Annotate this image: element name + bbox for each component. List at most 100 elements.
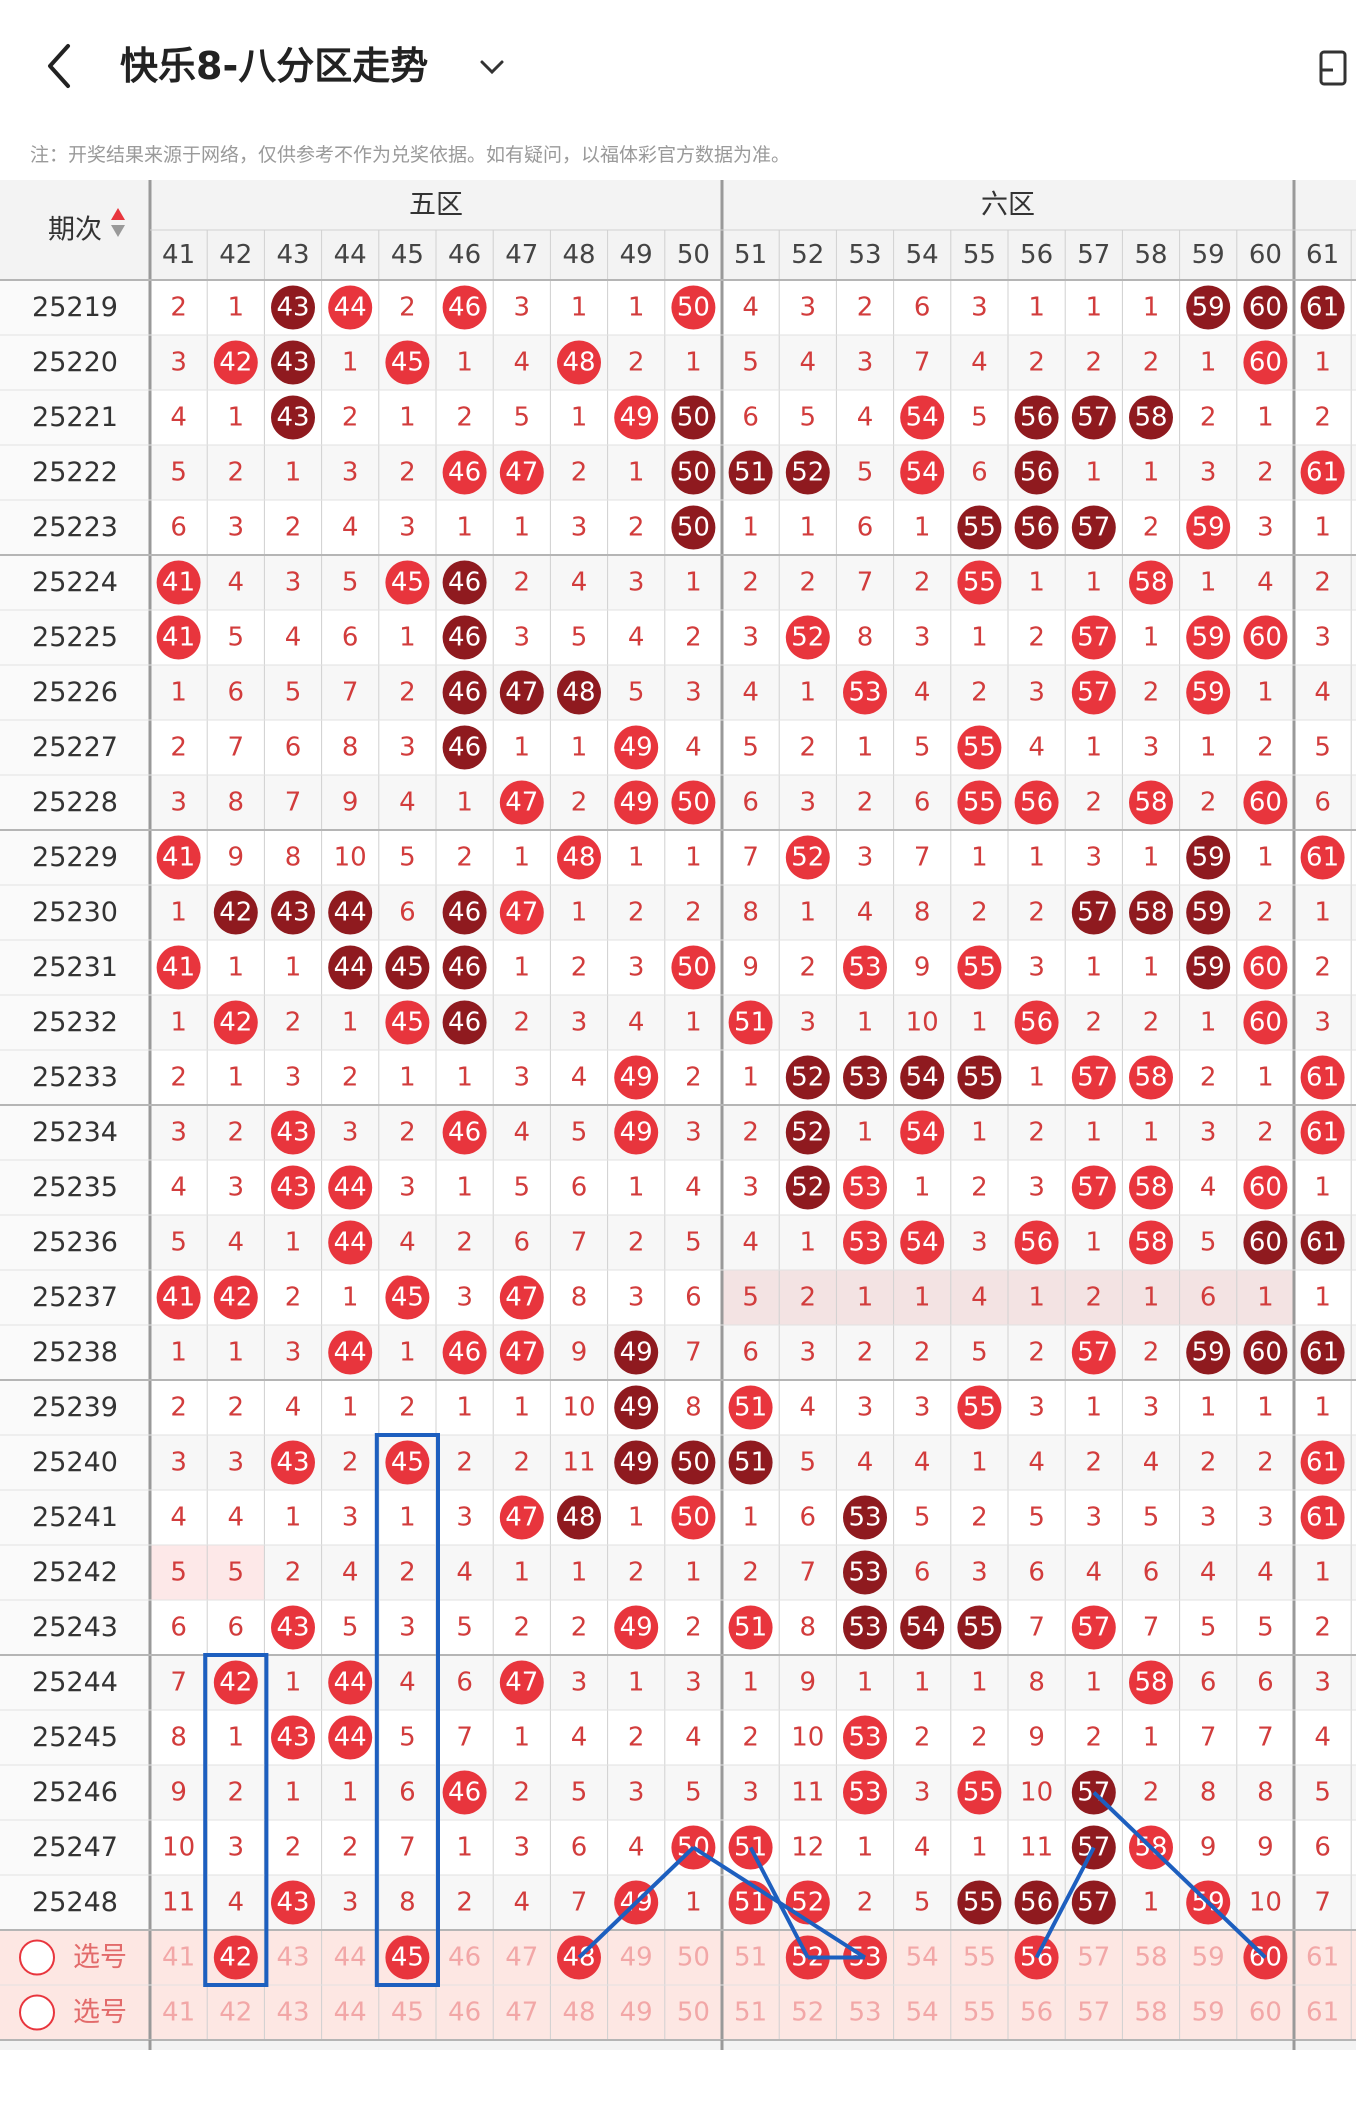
- pick-label[interactable]: 选号: [73, 1997, 127, 2028]
- pick-number[interactable]: 48: [562, 1998, 595, 2028]
- pick-number[interactable]: 50: [677, 1998, 710, 2028]
- picked-number[interactable]: 45: [391, 1943, 424, 1973]
- miss-count: 3: [342, 1503, 359, 1533]
- pick-number[interactable]: 51: [734, 1998, 767, 2028]
- picked-number[interactable]: 42: [219, 1943, 252, 1973]
- pick-number[interactable]: 43: [276, 1943, 309, 1973]
- pick-number[interactable]: 54: [906, 1998, 939, 2028]
- miss-count: 1: [742, 1668, 759, 1698]
- picked-ball[interactable]: [385, 1935, 430, 1980]
- pick-number[interactable]: 53: [848, 1998, 881, 2028]
- hit-ball: [1243, 1330, 1288, 1375]
- pick-number[interactable]: 56: [1020, 1998, 1053, 2028]
- miss-count: 7: [1200, 1723, 1217, 1753]
- pick-number[interactable]: 50: [677, 1943, 710, 1973]
- hit-ball: [213, 1000, 258, 1045]
- miss-count: 3: [1314, 1668, 1331, 1698]
- miss-count: 2: [571, 953, 588, 983]
- pick-number[interactable]: 61: [1306, 1998, 1339, 2028]
- hit-number: 48: [562, 678, 595, 708]
- pick-number[interactable]: 58: [1134, 1998, 1167, 2028]
- pick-number[interactable]: 49: [620, 1943, 653, 1973]
- miss-count: 1: [857, 1833, 874, 1863]
- hit-ball: [957, 560, 1002, 605]
- miss-count: 6: [914, 1558, 931, 1588]
- miss-count: 3: [170, 1118, 187, 1148]
- hit-number: 52: [791, 1173, 824, 1203]
- miss-count: 1: [685, 1558, 702, 1588]
- hit-number: 47: [505, 678, 538, 708]
- miss-count: 9: [228, 843, 245, 873]
- miss-count: 1: [399, 1063, 416, 1093]
- miss-count: 1: [1143, 293, 1160, 323]
- miss-count: 2: [285, 1008, 302, 1038]
- picked-ball[interactable]: [213, 1935, 258, 1980]
- pick-number[interactable]: 47: [505, 1943, 538, 1973]
- pick-number[interactable]: 43: [276, 1998, 309, 2028]
- pick-number[interactable]: 55: [963, 1998, 996, 2028]
- pick-number[interactable]: 58: [1134, 1943, 1167, 1973]
- miss-count: 3: [914, 1778, 931, 1808]
- pick-label[interactable]: 选号: [73, 1942, 127, 1973]
- miss-count: 1: [1143, 843, 1160, 873]
- miss-count: 5: [1314, 733, 1331, 763]
- miss-count: 1: [342, 1778, 359, 1808]
- pick-number[interactable]: 61: [1306, 1943, 1339, 1973]
- back-arrow-icon[interactable]: [40, 40, 80, 92]
- pick-radio[interactable]: [19, 1939, 55, 1976]
- pick-number[interactable]: 45: [391, 1998, 424, 2028]
- miss-count: 1: [1143, 623, 1160, 653]
- hit-number: 58: [1134, 788, 1167, 818]
- hit-number: 44: [334, 1173, 367, 1203]
- page-title[interactable]: 快乐8-八分区走势: [120, 44, 429, 88]
- device-icon[interactable]: [1318, 48, 1354, 88]
- pick-number[interactable]: 59: [1192, 1943, 1225, 1973]
- pick-number[interactable]: 60: [1249, 1998, 1282, 2028]
- hit-ball: [1071, 395, 1116, 440]
- zone-header-6: 六区: [981, 190, 1035, 221]
- row-shade: [150, 665, 1356, 720]
- sort-icon[interactable]: [111, 208, 125, 237]
- pick-number[interactable]: 51: [734, 1943, 767, 1973]
- miss-count: 3: [628, 953, 645, 983]
- miss-count: 1: [1200, 1008, 1217, 1038]
- pick-number[interactable]: 54: [906, 1943, 939, 1973]
- miss-count: 5: [742, 348, 759, 378]
- hit-number: 50: [677, 953, 710, 983]
- annotation-box: [374, 1433, 440, 1987]
- pick-number[interactable]: 57: [1077, 1998, 1110, 2028]
- pick-number[interactable]: 41: [162, 1943, 195, 1973]
- miss-count: 4: [399, 788, 416, 818]
- hit-ball: [442, 1770, 487, 1815]
- hit-ball: [1300, 1495, 1345, 1540]
- pick-number[interactable]: 47: [505, 1998, 538, 2028]
- hit-number: 43: [276, 1173, 309, 1203]
- pick-number[interactable]: 59: [1192, 1998, 1225, 2028]
- pick-number[interactable]: 49: [620, 1998, 653, 2028]
- pick-number[interactable]: 44: [334, 1943, 367, 1973]
- pick-number[interactable]: 57: [1077, 1943, 1110, 1973]
- pick-number[interactable]: 41: [162, 1998, 195, 2028]
- pick-number[interactable]: 46: [448, 1998, 481, 2028]
- pick-number[interactable]: 42: [219, 1998, 252, 2028]
- miss-count: 2: [285, 1558, 302, 1588]
- hit-ball: [271, 1440, 315, 1485]
- chevron-down-icon[interactable]: [474, 46, 510, 86]
- miss-count: 4: [857, 403, 874, 433]
- pick-number[interactable]: 46: [448, 1943, 481, 1973]
- hit-ball: [1300, 1440, 1345, 1485]
- miss-count: 3: [628, 1283, 645, 1313]
- pick-radio[interactable]: [19, 1994, 55, 2031]
- hit-ball: [614, 1385, 659, 1430]
- pick-number[interactable]: 44: [334, 1998, 367, 2028]
- miss-count: 1: [971, 1448, 988, 1478]
- miss-count: 2: [1143, 348, 1160, 378]
- miss-count: 10: [562, 1393, 595, 1423]
- hit-number: 57: [1077, 623, 1110, 653]
- miss-count: 2: [170, 1063, 187, 1093]
- pick-number[interactable]: 55: [963, 1943, 996, 1973]
- hit-ball: [1186, 945, 1231, 990]
- miss-count: 6: [971, 458, 988, 488]
- period-cell: 25246: [32, 1777, 118, 1808]
- pick-number[interactable]: 52: [791, 1998, 824, 2028]
